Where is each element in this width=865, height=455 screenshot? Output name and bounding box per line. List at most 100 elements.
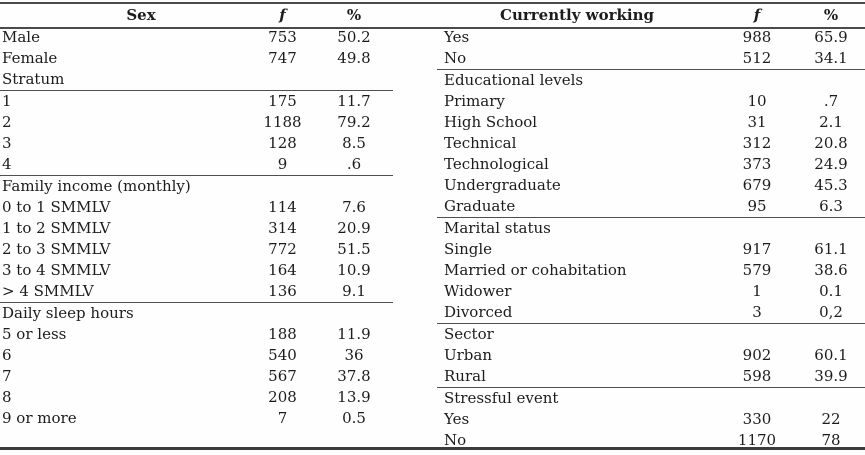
cell-f	[717, 218, 797, 240]
cell-f: 772	[268, 240, 297, 258]
cell-label: No	[444, 431, 467, 449]
table-row: High School 31 2.1	[437, 112, 865, 133]
cell-label: Sector	[444, 325, 494, 343]
cell-f	[717, 388, 797, 410]
cell-f: 128	[268, 134, 297, 152]
cell-label: Widower	[444, 282, 512, 300]
cell-label: Urban	[444, 346, 493, 364]
table-row: 3 128 8.5	[0, 133, 393, 154]
cell-label: Rural	[437, 366, 717, 388]
section-header-row: Educational levels	[437, 70, 865, 92]
cell-label: 7	[2, 367, 12, 385]
section-header-row: Sector	[437, 324, 865, 346]
cell-f: 373	[742, 155, 772, 173]
right-header-row: Currently working f %	[437, 2, 865, 27]
cell-f: 7	[277, 409, 288, 427]
table-row: Male 753 50.2	[0, 27, 393, 48]
cell-pct: 2.1	[819, 113, 843, 131]
cell-label: 2 to 3 SMMLV	[2, 240, 111, 258]
table-row: 8 208 13.9	[0, 387, 393, 408]
cell-f: 10	[747, 92, 767, 110]
cell-pct: 0.1	[819, 282, 843, 300]
cell-label: 1	[2, 92, 12, 110]
cell-label: 0 to 1 SMMLV	[2, 198, 111, 216]
table-row: 1 to 2 SMMLV 314 20.9	[0, 218, 393, 239]
table-row: 2 to 3 SMMLV 772 51.5	[0, 239, 393, 260]
cell-pct: 61.1	[814, 240, 848, 258]
cell-label: > 4 SMMLV	[0, 281, 250, 303]
cell-f: 540	[268, 346, 297, 364]
cell-f	[717, 324, 797, 346]
cell-label: Male	[2, 28, 40, 46]
right-table-body: Yes 988 65.9 No 512 34.1 Educational levels Pri…	[437, 27, 865, 451]
cell-f	[717, 70, 797, 92]
cell-label: Married or cohabitation	[444, 261, 627, 279]
cell-pct: 65.9	[814, 28, 848, 46]
table-row: No 1170 78	[437, 430, 865, 451]
cell-f: 9	[250, 154, 315, 176]
cell-label: Divorced	[437, 302, 717, 324]
table-row: Graduate 95 6.3	[437, 196, 865, 218]
cell-f: 917	[742, 240, 772, 258]
table-row: 0 to 1 SMMLV 114 7.6	[0, 197, 393, 218]
cell-pct	[797, 324, 865, 346]
cell-f	[250, 176, 315, 198]
header-bottom-rule	[0, 27, 865, 29]
table-bottom-rule	[0, 447, 865, 450]
table-top-rule	[0, 2, 865, 4]
table-row: Female 747 49.8	[0, 48, 393, 69]
cell-label: 3	[2, 134, 12, 152]
cell-label: High School	[444, 113, 538, 131]
cell-pct: 8.5	[342, 134, 366, 152]
table-row: 5 or less 188 11.9	[0, 324, 393, 345]
cell-label: Undergraduate	[444, 176, 561, 194]
cell-label: 5 or less	[2, 325, 67, 343]
cell-label: Marital status	[444, 219, 551, 237]
cell-pct	[797, 388, 865, 410]
cell-pct: 78	[821, 431, 841, 449]
table-row: 4 9.6	[0, 154, 393, 176]
section-header-row: Stressful event	[437, 388, 865, 410]
cell-pct: 7.6	[342, 198, 366, 216]
cell-label: 1 to 2 SMMLV	[2, 219, 111, 237]
table-row: Primary 10 .7	[437, 91, 865, 112]
cell-pct: 36	[344, 346, 364, 364]
cell-pct: 49.8	[337, 49, 371, 67]
section-header-row: Stratum	[0, 69, 393, 91]
table-row: Divorced 3 0,2	[437, 302, 865, 324]
cell-label: Female	[2, 49, 58, 67]
cell-f: 1	[752, 282, 762, 300]
table-row: Yes 330 22	[437, 409, 865, 430]
table-row: Widower 1 0.1	[437, 281, 865, 302]
cell-pct: 20.8	[814, 134, 848, 152]
cell-label: Family income (monthly)	[2, 177, 191, 195]
cell-pct	[315, 176, 393, 198]
table-row: 7 567 37.8	[0, 366, 393, 387]
right-header-variable: Currently working	[500, 5, 654, 24]
right-demographics-table: Currently working f % Yes 988 65.9 No 512 34.…	[437, 2, 865, 451]
cell-pct: 0,2	[797, 302, 865, 324]
cell-label: 9 or more	[2, 409, 77, 427]
left-header-variable: Sex	[126, 5, 156, 24]
cell-label: 8	[2, 388, 12, 406]
left-demographics-table: Sex f % Male 753 50.2 Female 747 49.8 Stratum 1…	[0, 2, 393, 429]
left-header-percent: %	[346, 5, 362, 24]
cell-pct: 20.9	[337, 219, 371, 237]
cell-pct: 45.3	[814, 176, 848, 194]
table-row: > 4 SMMLV 136 9.1	[0, 281, 393, 303]
cell-f: 579	[742, 261, 772, 279]
cell-label: No	[437, 48, 717, 70]
cell-pct: 13.9	[337, 388, 371, 406]
cell-pct	[315, 69, 393, 91]
cell-pct: 6.3	[797, 196, 865, 218]
cell-f: 1188	[263, 113, 302, 131]
cell-pct: 0.5	[342, 409, 366, 427]
cell-label: 4	[0, 154, 250, 176]
right-header-percent: %	[823, 5, 839, 24]
cell-pct: 37.8	[337, 367, 371, 385]
table-row: Married or cohabitation 579 38.6	[437, 260, 865, 281]
cell-f: 747	[268, 49, 297, 67]
cell-f: 175	[268, 92, 297, 110]
cell-f: 567	[268, 367, 297, 385]
